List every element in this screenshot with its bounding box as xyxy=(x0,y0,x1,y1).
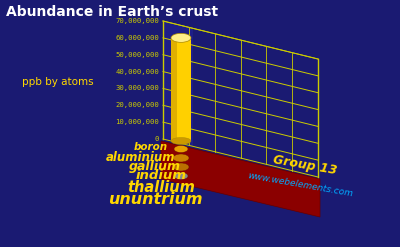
Ellipse shape xyxy=(173,154,189,162)
Bar xyxy=(171,38,177,141)
Bar xyxy=(171,38,191,141)
Text: Abundance in Earth’s crust: Abundance in Earth’s crust xyxy=(6,5,218,19)
Text: 0: 0 xyxy=(155,136,159,142)
Text: 10,000,000: 10,000,000 xyxy=(115,119,159,125)
Ellipse shape xyxy=(171,138,191,144)
Text: thallium: thallium xyxy=(127,180,195,195)
Text: Group 13: Group 13 xyxy=(272,153,338,177)
Text: ppb by atoms: ppb by atoms xyxy=(22,77,94,87)
Text: gallium: gallium xyxy=(129,160,181,173)
Text: indium: indium xyxy=(136,169,187,182)
Text: 50,000,000: 50,000,000 xyxy=(115,52,159,58)
Text: www.webelements.com: www.webelements.com xyxy=(246,171,354,199)
Ellipse shape xyxy=(173,163,189,171)
Ellipse shape xyxy=(171,33,191,42)
Text: 60,000,000: 60,000,000 xyxy=(115,35,159,41)
Text: 30,000,000: 30,000,000 xyxy=(115,85,159,91)
Text: ununtrium: ununtrium xyxy=(108,192,203,207)
Text: 40,000,000: 40,000,000 xyxy=(115,69,159,75)
Text: aluminium: aluminium xyxy=(106,151,175,164)
Polygon shape xyxy=(163,21,193,146)
Ellipse shape xyxy=(174,172,188,180)
Text: 20,000,000: 20,000,000 xyxy=(115,102,159,108)
Ellipse shape xyxy=(174,145,188,152)
Polygon shape xyxy=(161,141,320,217)
Text: 70,000,000: 70,000,000 xyxy=(115,18,159,24)
Text: boron: boron xyxy=(134,142,168,152)
